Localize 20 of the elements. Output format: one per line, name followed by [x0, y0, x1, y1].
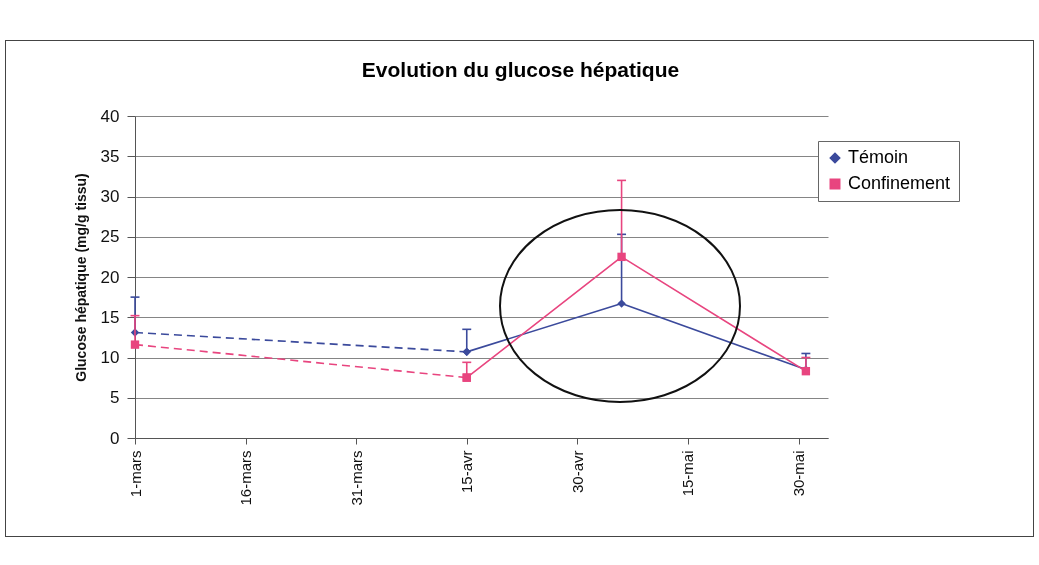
- x-tick-label: 30-mai: [790, 450, 808, 497]
- y-tick-label: 20: [100, 267, 120, 287]
- y-tick-label: 35: [100, 146, 120, 166]
- y-tick-label: 25: [100, 227, 120, 247]
- y-axis-title: Glucose hépatique (mg/g tissu): [72, 173, 89, 382]
- y-tick-label: 30: [100, 187, 120, 206]
- legend-label: Confinement: [848, 173, 951, 193]
- y-tick-label: 10: [100, 348, 120, 367]
- x-tick-label: 1-mars: [126, 450, 144, 498]
- y-tick-label: 0: [110, 428, 120, 448]
- y-tick-label: 15: [100, 307, 120, 327]
- x-tick-label: 16-mars: [237, 450, 255, 506]
- x-tick-label: 30-avr: [568, 450, 586, 494]
- x-tick-label: 15-mai: [679, 450, 697, 497]
- legend-label: Témoin: [848, 147, 909, 167]
- y-tick-label: 40: [100, 106, 120, 126]
- y-tick-label: 5: [110, 388, 120, 408]
- x-tick-label: 31-mars: [347, 450, 365, 506]
- chart-title: Evolution du glucose hépatique: [361, 58, 680, 81]
- x-tick-label: 15-avr: [458, 450, 476, 494]
